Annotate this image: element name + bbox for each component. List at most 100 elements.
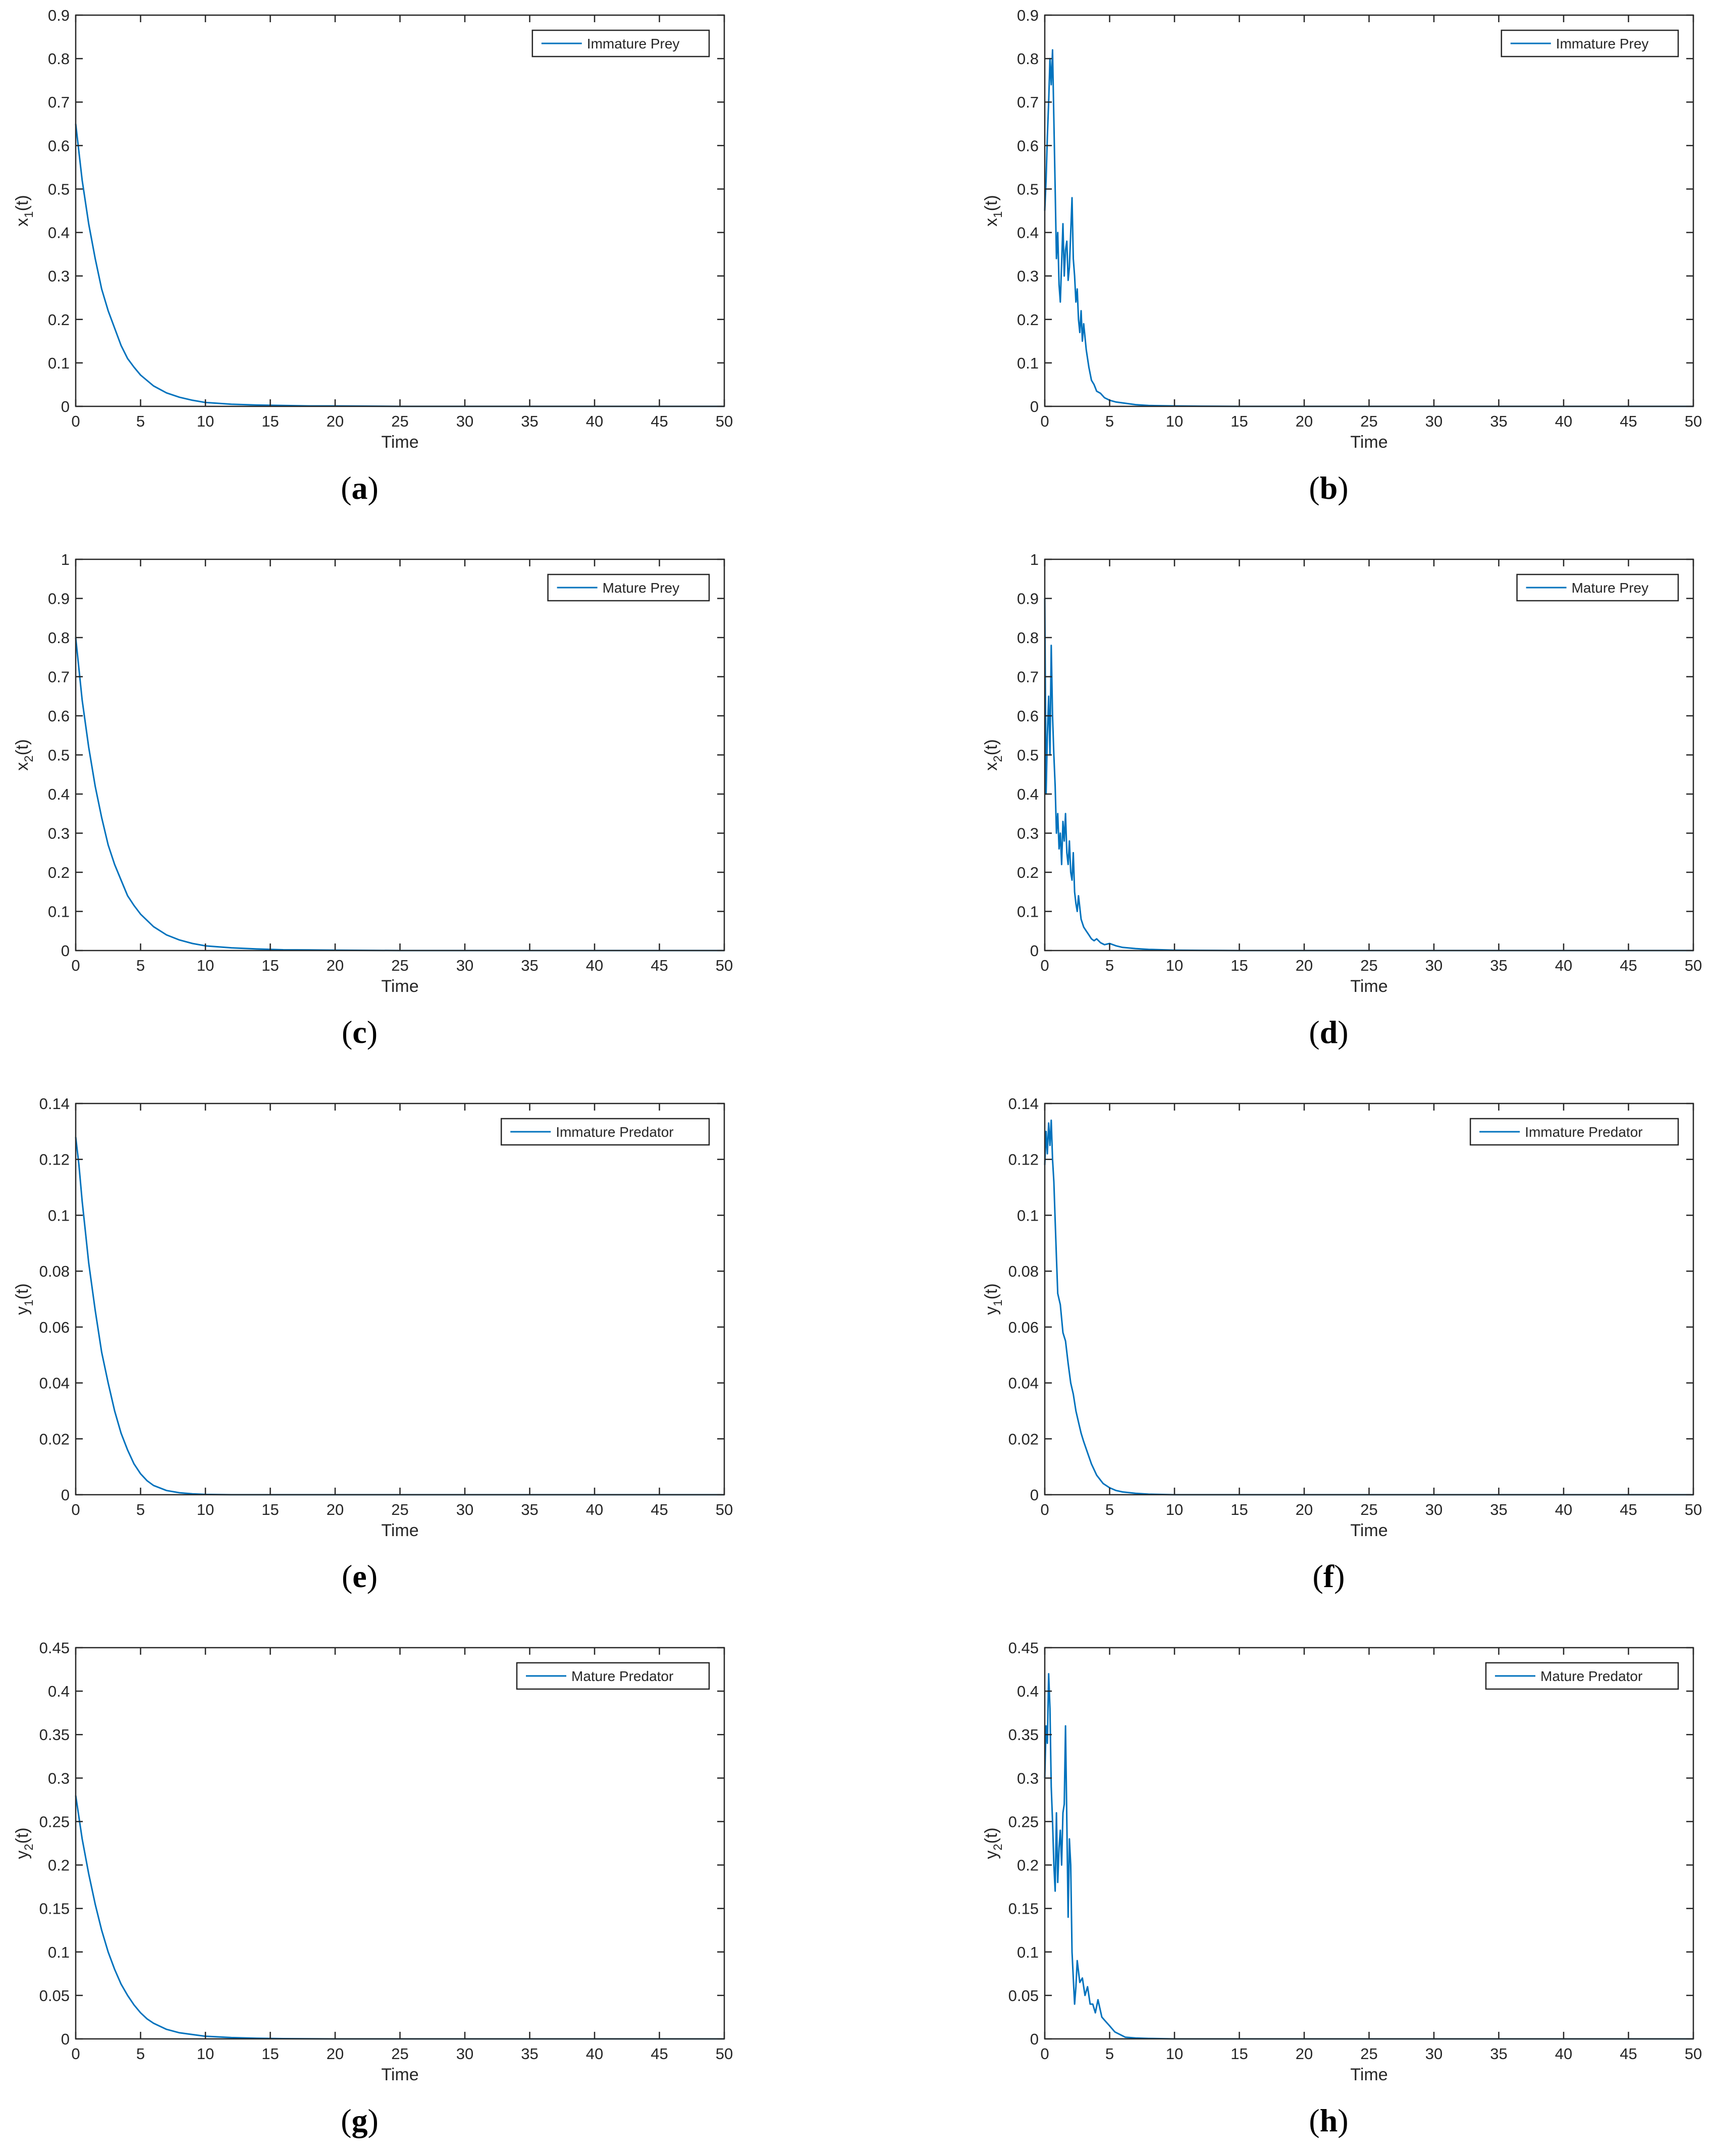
y-tick-label: 0.2 [48,864,70,881]
plot-area [76,15,724,406]
caption-letter: a [352,470,368,506]
x-tick-label: 5 [136,957,145,974]
panel-caption: (f) [1313,1558,1345,1594]
plot-area [76,559,724,951]
x-tick-label: 0 [1040,1501,1049,1518]
y-tick-label: 0.3 [1017,1769,1039,1787]
x-tick-label: 20 [1296,1501,1313,1518]
legend: Immature Prey [1501,29,1679,58]
x-tick-label: 45 [1620,2045,1637,2063]
x-tick-label: 50 [1685,1501,1702,1518]
plot-area [1045,15,1693,406]
caption-letter: h [1320,2102,1338,2138]
y-tick-label: 0.25 [39,1813,70,1830]
x-tick-label: 5 [1105,2045,1114,2063]
x-tick-label: 10 [1166,1501,1183,1518]
x-axis-label: Time [1350,2065,1387,2084]
x-axis-label: Time [381,1521,418,1540]
x-tick-label: 15 [261,412,279,430]
y-tick-label: 0.1 [1017,354,1039,372]
x-tick-label: 25 [391,2045,408,2063]
series-line-h [1044,1673,1693,2040]
x-tick-label: 25 [391,957,408,974]
x-tick-label: 50 [1685,2045,1702,2063]
y-tick-label: 0.1 [48,1943,70,1961]
x-axis-label: Time [381,2065,418,2084]
x-tick-label: 35 [521,412,538,430]
caption-letter: d [1320,1014,1338,1050]
x-tick-label: 20 [327,2045,344,2063]
y-tick-label: 0.4 [1017,785,1039,803]
series-line-d [1044,598,1693,952]
y-tick-label: 0.9 [48,7,70,24]
y-tick-label: 0.7 [48,668,70,686]
x-tick-label: 0 [71,957,80,974]
x-tick-label: 25 [391,1501,408,1518]
y-axis-label-tail: (t) [13,195,32,211]
y-tick-label: 0.6 [48,137,70,154]
x-tick-label: 20 [327,957,344,974]
x-tick-label: 25 [1360,1501,1377,1518]
x-tick-label: 45 [1620,957,1637,974]
y-axis-label-main: y [13,1851,32,1859]
x-tick-label: 50 [716,2045,733,2063]
x-tick-label: 35 [1490,2045,1507,2063]
caption-letter: g [352,2102,368,2138]
y-tick-label: 0.1 [1017,903,1039,921]
y-tick-label: 0.2 [48,311,70,329]
panel-caption: (c) [342,1014,378,1050]
x-tick-label: 0 [1040,2045,1049,2063]
x-tick-label: 10 [197,2045,214,2063]
caption-close-paren: ) [368,2102,379,2138]
y-tick-label: 0 [1030,1486,1039,1504]
y-tick-label: 0.35 [1008,1726,1039,1744]
y-tick-label: 0.35 [39,1726,70,1744]
y-tick-label: 0.05 [1008,1987,1039,2005]
y-tick-label: 0.5 [48,747,70,764]
y-tick-label: 0.3 [48,825,70,843]
y-axis-label-main: y [982,1851,1001,1859]
y-tick-label: 0.7 [48,93,70,111]
y-axis-label-tail: (t) [13,1827,32,1844]
y-tick-label: 0.8 [48,629,70,647]
chart-panel-d: 0 5 10 15 20 25 30 35 40 45 50 0 0.1 0.2 0.3 0.4 0.5 0.6 0… [982,551,1702,1050]
y-tick-label: 0.5 [1017,180,1039,198]
y-axis-label-subscript: 1 [22,211,36,218]
y-tick-label: 0.02 [39,1430,70,1448]
x-tick-label: 40 [1555,957,1572,974]
legend: Mature Predator [516,1662,710,1690]
x-tick-label: 10 [197,957,214,974]
y-axis-label-main: x [13,218,32,227]
x-tick-label: 40 [1555,2045,1572,2063]
x-tick-label: 45 [651,957,668,974]
caption-close-paren: ) [367,1014,378,1050]
x-tick-label: 35 [1490,412,1507,430]
caption-open-paren: ( [1313,1558,1323,1594]
x-axis-label: Time [381,977,418,996]
y-axis-label-tail: (t) [13,739,32,755]
x-tick-label: 35 [1490,1501,1507,1518]
x-tick-label: 10 [1166,2045,1183,2063]
y-tick-label: 0.45 [39,1639,70,1657]
y-tick-label: 0.1 [48,1206,70,1224]
y-tick-label: 0.8 [1017,629,1039,647]
plot-area [1045,1103,1693,1495]
x-axis-label: Time [1350,433,1387,452]
x-tick-label: 30 [1425,2045,1442,2063]
legend-label: Immature Prey [587,36,680,51]
x-tick-label: 10 [1166,412,1183,430]
y-tick-label: 0.3 [48,268,70,285]
caption-letter: b [1320,470,1338,506]
x-tick-label: 5 [1105,412,1114,430]
x-tick-label: 30 [456,1501,473,1518]
y-tick-label: 1 [61,551,70,568]
y-tick-label: 0.04 [1008,1375,1039,1392]
x-axis-label: Time [381,433,418,452]
y-tick-label: 0.15 [39,1900,70,1918]
y-axis-label-main: x [982,218,1001,227]
y-tick-label: 0.1 [48,903,70,921]
legend-label: Immature Prey [1556,36,1649,51]
y-axis-label-main: y [13,1306,32,1315]
caption-letter: c [352,1014,366,1050]
y-axis-label: y1(t) [982,1283,1005,1314]
